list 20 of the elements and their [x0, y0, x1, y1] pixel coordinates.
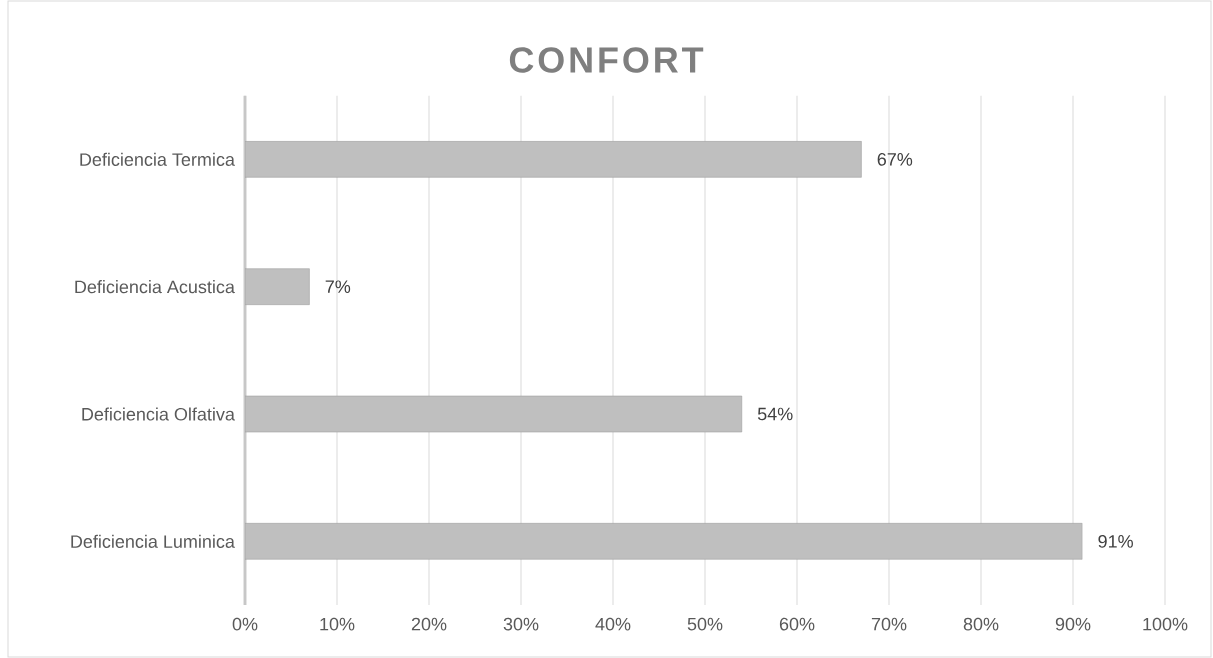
x-tick-label: 40%: [595, 617, 631, 631]
y-tick-label: Deficiencia Acustica: [75, 280, 235, 294]
x-tick-label: 30%: [503, 617, 539, 631]
x-tick-label: 90%: [1055, 617, 1091, 631]
data-label: 67%: [877, 152, 913, 166]
x-tick-label: 80%: [963, 617, 999, 631]
data-label: 54%: [757, 407, 793, 421]
x-tick-label: 60%: [779, 617, 815, 631]
x-tick-label: 70%: [871, 617, 907, 631]
data-label: 91%: [1098, 534, 1133, 548]
x-tick-label: 10%: [320, 617, 355, 631]
y-tick-label: Deficiencia Olfativa: [82, 407, 235, 421]
x-tick-label: 50%: [687, 617, 723, 631]
x-tick-label: 100%: [1143, 617, 1188, 631]
y-tick-label: Deficiencia Luminica: [71, 534, 235, 548]
data-label: 7%: [325, 280, 351, 293]
x-tick-label: 20%: [411, 617, 447, 631]
x-tick-label: 0%: [232, 617, 258, 631]
chart-title: CONFORT: [509, 47, 704, 73]
y-tick-label: Deficiencia Termica: [80, 152, 235, 166]
